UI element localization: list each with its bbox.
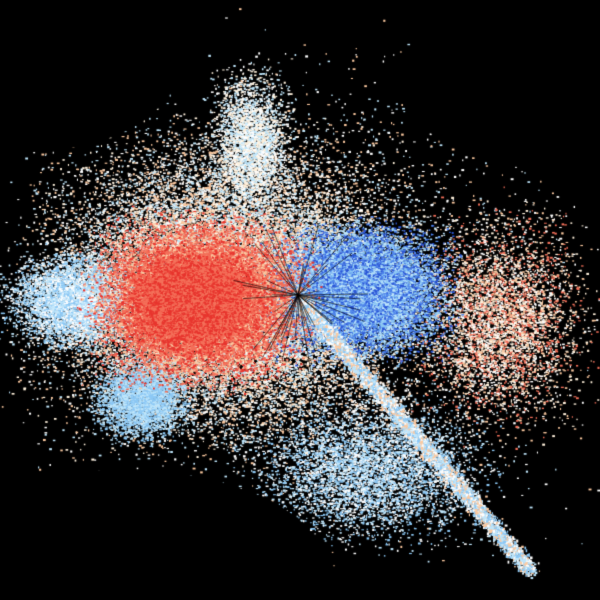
density-map — [0, 0, 600, 600]
